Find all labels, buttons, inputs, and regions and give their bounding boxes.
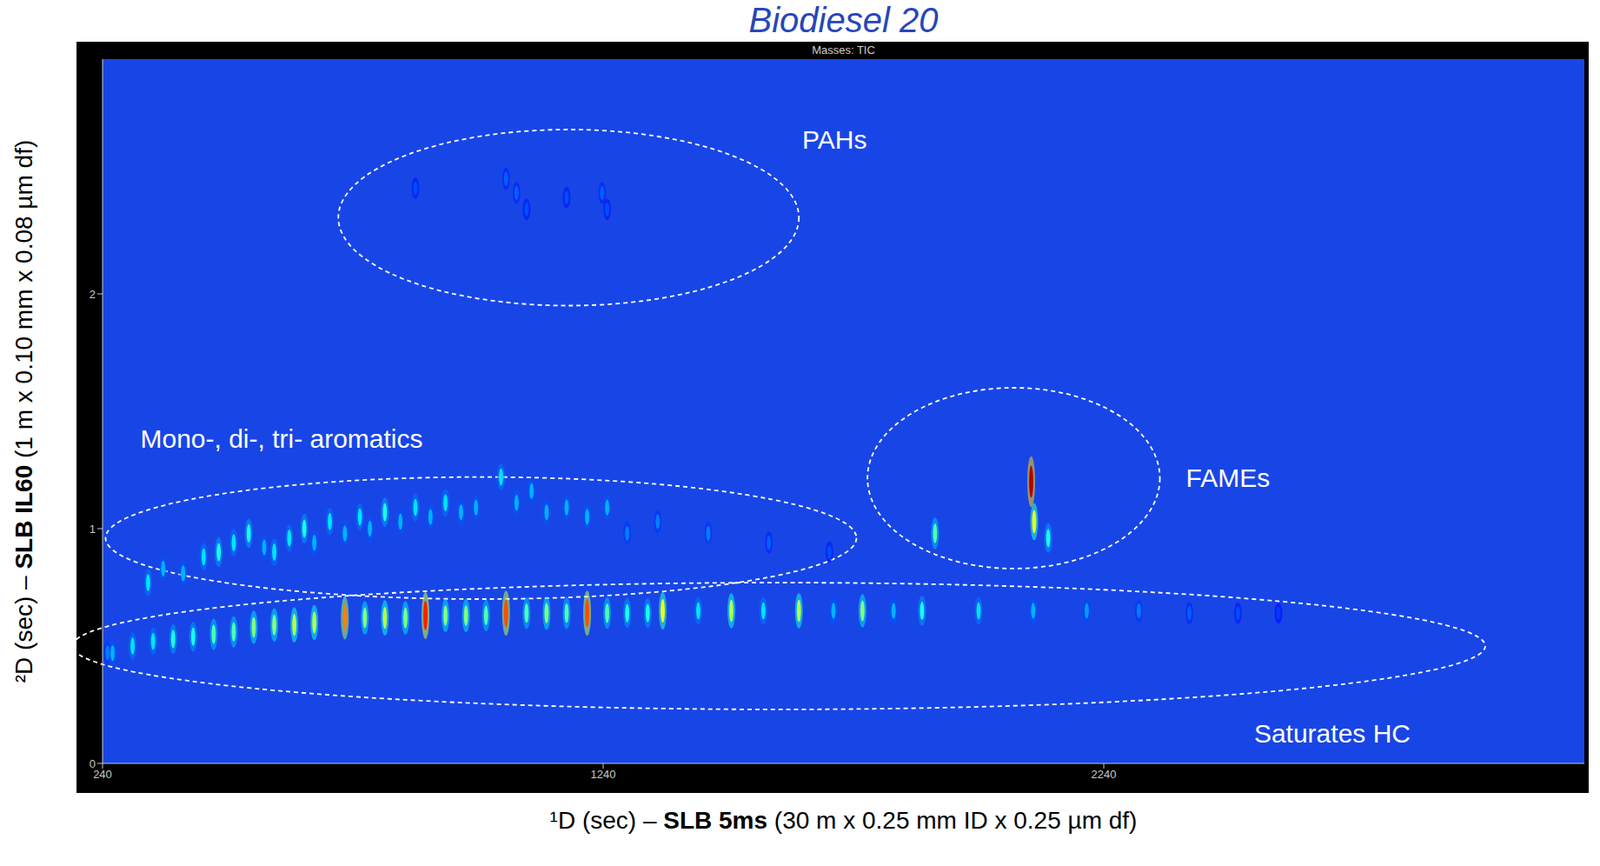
svg-text:Saturates HC: Saturates HC bbox=[1254, 718, 1411, 748]
svg-text:2240: 2240 bbox=[1091, 767, 1117, 781]
html-text:Masses: TIC: Masses: TIC bbox=[811, 43, 876, 57]
html-text:¹D (sec) – SLB 5ms (30 m x 0.2: ¹D (sec) – SLB 5ms (30 m x 0.25 mm ID x … bbox=[549, 806, 1138, 834]
svg-text:2: 2 bbox=[89, 287, 96, 301]
svg-text:240: 240 bbox=[92, 767, 113, 781]
svg-text:0: 0 bbox=[89, 756, 96, 771]
html-text:(1 m x 0.10 mm x 0.08 µm df): (1 m x 0.10 mm x 0.08 µm df) bbox=[10, 139, 38, 465]
html-text:Biodiesel 20: Biodiesel 20 bbox=[748, 0, 939, 40]
svg-text:1240: 1240 bbox=[590, 767, 617, 781]
svg-text:Mono-, di-, tri- aromatics: Mono-, di-, tri- aromatics bbox=[139, 424, 423, 453]
html-text:SLB IL60: SLB IL60 bbox=[10, 464, 38, 569]
svg-text:1: 1 bbox=[89, 522, 96, 536]
html-text:²D (sec) –: ²D (sec) – bbox=[10, 568, 38, 683]
svg-text:FAMEs: FAMEs bbox=[1186, 463, 1271, 492]
svg-text:PAHs: PAHs bbox=[802, 125, 867, 154]
